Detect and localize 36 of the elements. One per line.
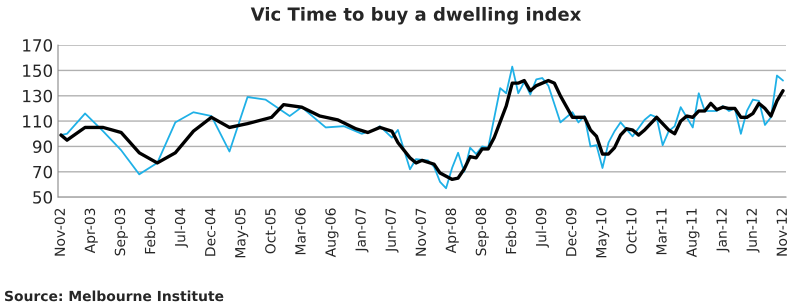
x-tick-label: Mar-06 bbox=[295, 208, 306, 254]
x-tick-label: Aug-06 bbox=[325, 208, 338, 258]
x-tick-label: Sep-08 bbox=[476, 208, 489, 256]
source-note: Source: Melbourne Institute bbox=[4, 290, 224, 302]
x-tick-label: Jun-12 bbox=[746, 208, 760, 253]
y-tick-label: 90 bbox=[32, 140, 52, 154]
x-tick-label: May-10 bbox=[596, 208, 610, 258]
x-tick-label: Apr-08 bbox=[446, 208, 459, 254]
line-series bbox=[60, 66, 784, 190]
x-tick-label: Dec-04 bbox=[204, 208, 216, 256]
x-tick-label: Jul-04 bbox=[174, 208, 188, 248]
x-tick-label: Nov-07 bbox=[416, 208, 426, 256]
x-tick-label: Oct-05 bbox=[265, 208, 276, 254]
x-tick-label: Nov-02 bbox=[54, 208, 66, 256]
x-tick-label: Jun-07 bbox=[385, 208, 399, 253]
chart-title: Vic Time to buy a dwelling index bbox=[250, 6, 582, 25]
y-tick-label: 130 bbox=[23, 90, 52, 102]
x-tick-label: Jan-07 bbox=[355, 208, 368, 252]
x-tick-label: Feb-09 bbox=[506, 208, 516, 254]
x-tick-label: Oct-10 bbox=[626, 208, 637, 254]
x-tick-label: Apr-03 bbox=[84, 208, 98, 254]
y-tick-label: 110 bbox=[23, 115, 52, 128]
x-tick-label: May-05 bbox=[235, 208, 248, 258]
x-tick-label: Mar-11 bbox=[656, 208, 667, 254]
x-tick-label: Feb-04 bbox=[144, 208, 156, 254]
x-tick-label: Sep-03 bbox=[114, 208, 128, 256]
y-tick-label: 70 bbox=[33, 166, 52, 178]
x-tick-label: Jan-12 bbox=[716, 208, 730, 252]
x-tick-label: Jul-09 bbox=[536, 208, 549, 248]
x-tick-label: Dec-09 bbox=[566, 208, 576, 256]
x-tick-label: Nov-12 bbox=[776, 208, 788, 256]
y-tick-label: 170 bbox=[23, 39, 52, 52]
y-tick-label: 150 bbox=[23, 64, 52, 78]
x-tick-label: Aug-11 bbox=[686, 208, 700, 258]
y-tick-label: 50 bbox=[33, 191, 52, 204]
line-series bbox=[59, 78, 785, 182]
